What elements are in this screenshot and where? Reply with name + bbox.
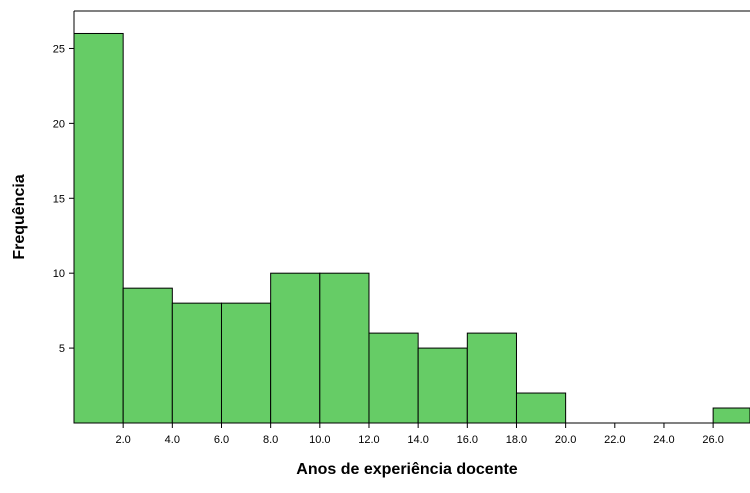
- histogram-bar: [712, 407, 750, 424]
- x-tick-label: 2.0: [116, 434, 131, 446]
- histogram-bar: [466, 332, 517, 424]
- histogram-bar: [270, 272, 321, 424]
- y-tick-label: 15: [53, 193, 65, 205]
- histogram-bar: [417, 347, 468, 424]
- x-tick-label: 24.0: [653, 434, 674, 446]
- y-tick-label: 25: [53, 43, 65, 55]
- x-tick-label: 18.0: [506, 434, 527, 446]
- x-ticks-layer: 2.0 4.0 6.0 8.0 10.0 12.0 14.0 16.0 18.0 20.0 22.0…: [116, 423, 724, 446]
- bars-layer: [73, 32, 750, 424]
- x-axis-label: Anos de experiência docente: [296, 461, 518, 478]
- x-tick-label: 22.0: [604, 434, 625, 446]
- histogram-bar: [122, 287, 173, 424]
- y-ticks-layer: 5 10 15 20 25: [53, 43, 74, 355]
- histogram-bar: [73, 32, 124, 424]
- axes-layer: [73, 10, 750, 424]
- x-tick-label: 8.0: [263, 434, 278, 446]
- y-tick-label: 20: [53, 118, 65, 130]
- histogram-bar: [515, 392, 567, 424]
- x-tick-label: 4.0: [165, 434, 180, 446]
- x-tick-label: 16.0: [457, 434, 478, 446]
- y-tick-label: 5: [59, 343, 65, 355]
- histogram-bar: [319, 272, 370, 424]
- x-tick-label: 20.0: [555, 434, 576, 446]
- x-tick-label: 12.0: [358, 434, 379, 446]
- x-tick-label: 26.0: [702, 434, 723, 446]
- y-tick-label: 10: [53, 268, 65, 280]
- histogram-bar: [368, 332, 419, 424]
- x-tick-label: 6.0: [214, 434, 229, 446]
- histogram-bar: [220, 302, 272, 424]
- x-tick-label: 10.0: [309, 434, 330, 446]
- x-tick-label: 14.0: [407, 434, 428, 446]
- histogram-bar: [171, 302, 222, 424]
- y-axis-label: Frequência: [11, 174, 28, 259]
